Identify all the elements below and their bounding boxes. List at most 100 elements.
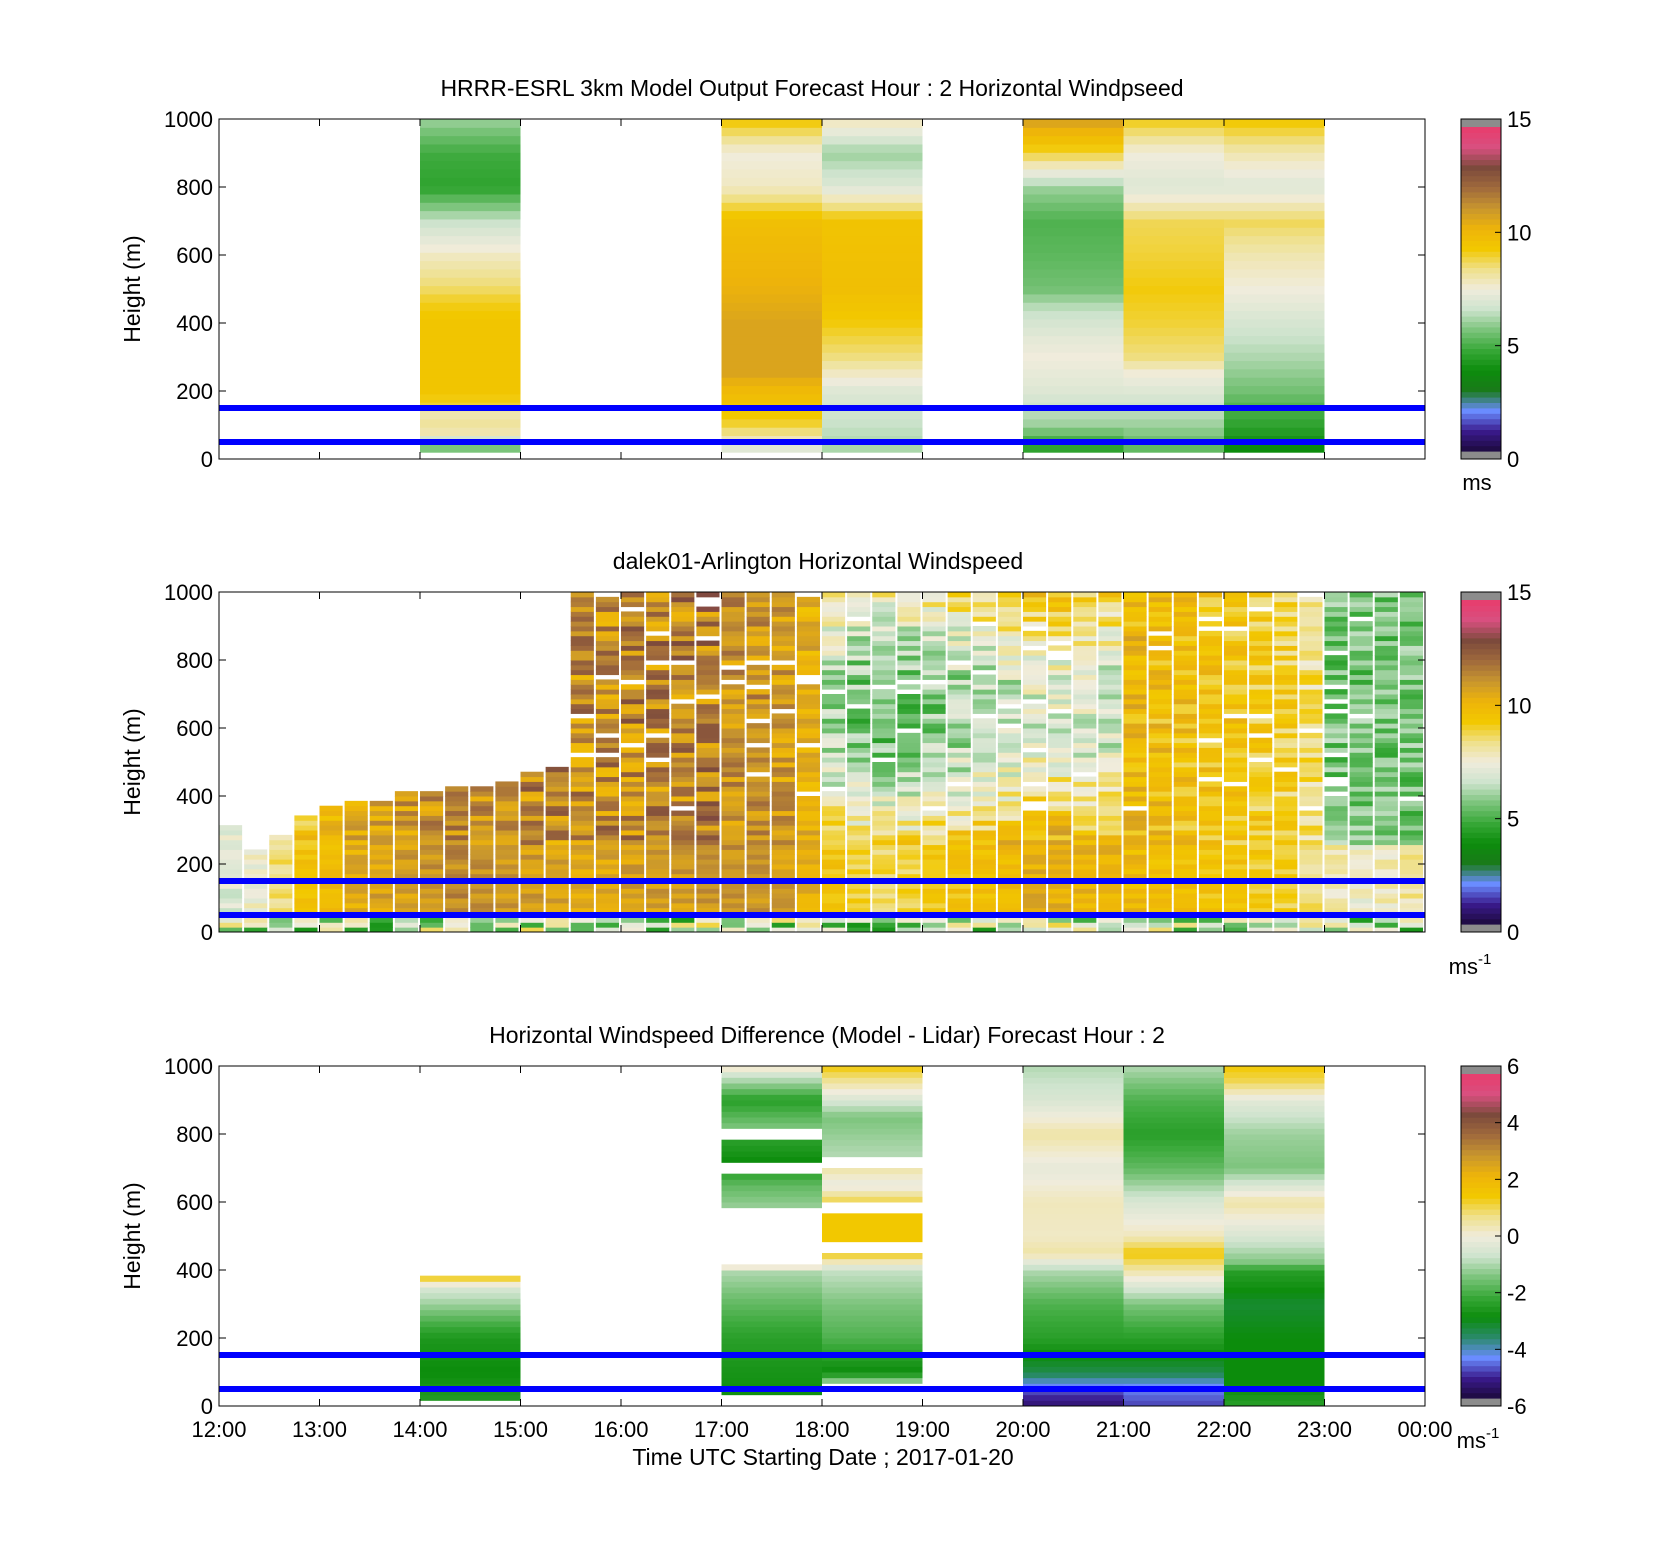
heatmap-cell [1048,868,1072,875]
heatmap-cell [319,873,343,880]
heatmap-cell [1198,854,1222,860]
heatmap-cell [545,844,569,850]
heatmap-cell [922,635,946,642]
panel-lidar-reference-lines [219,878,1425,918]
heatmap-cell [646,830,670,836]
heatmap-cell [420,410,521,420]
heatmap-cell [922,664,946,671]
heatmap-cell [671,893,695,899]
heatmap-cell [1224,1122,1325,1129]
heatmap-cell [1224,1134,1325,1141]
heatmap-cell [997,611,1021,617]
heatmap-cell [947,898,971,904]
heatmap-cell [947,786,971,792]
heatmap-cell [1399,732,1423,739]
heatmap-cell [1399,684,1423,690]
heatmap-cell [420,368,521,378]
heatmap-cell [1073,854,1097,860]
heatmap-cell [1349,669,1373,676]
heatmap-cell [822,268,923,278]
heatmap-cell [1123,1338,1224,1345]
heatmap-cell [1098,888,1122,894]
heatmap-cell [746,883,770,889]
heatmap-cell [1224,698,1248,705]
heatmap-cell [1399,635,1423,642]
heatmap-cell [1299,815,1323,821]
heatmap-cell [1349,611,1373,617]
heatmap-cell [847,815,871,821]
heatmap-cell [1299,776,1323,782]
heatmap-cell [1299,810,1323,816]
heatmap-cell [470,791,494,797]
heatmap-cell [1224,859,1248,865]
colorbar-swatch [1461,918,1501,925]
heatmap-cell [621,844,645,850]
heatmap-cell [1098,849,1122,855]
heatmap-cell [495,864,519,870]
heatmap-cell [872,703,896,710]
heatmap-cell [420,839,444,846]
heatmap-cell [796,611,820,617]
heatmap-cell [1123,427,1224,437]
heatmap-cell [671,898,695,904]
heatmap-cell [872,732,896,739]
heatmap-cell [1048,815,1072,821]
heatmap-cell [1249,703,1273,710]
heatmap-cell [822,1100,923,1107]
heatmap-cell [671,922,695,928]
heatmap-cell [1098,815,1122,821]
heatmap-cell [1299,868,1323,875]
heatmap-cell [872,883,896,889]
heatmap-cell [972,902,996,909]
colorbar-swatch [1461,154,1501,160]
heatmap-cell [972,762,996,768]
heatmap-cell [1123,1190,1224,1197]
heatmap-cell [570,708,594,714]
heatmap-cell [822,1287,923,1294]
heatmap-cell [1123,327,1224,337]
heatmap-cell [1023,766,1047,773]
heatmap-cell [1023,616,1047,622]
colorbar-tick-label: 6 [1507,1054,1519,1079]
heatmap-cell [947,834,971,841]
heatmap-cell [470,902,494,909]
heatmap-cell [1249,611,1273,617]
heatmap-cell [847,606,871,612]
heatmap-cell [1048,766,1072,773]
heatmap-cell [1374,844,1398,850]
heatmap-cell [1123,815,1147,821]
heatmap-cell [1098,616,1122,622]
heatmap-cell [1224,1321,1325,1328]
heatmap-cell [746,791,770,797]
colorbar-swatch [1461,837,1501,844]
heatmap-cell [420,898,444,904]
heatmap-cell [721,1309,822,1316]
heatmap-cell [646,718,670,724]
heatmap-cell [721,1332,822,1339]
colorbar-swatch [1461,1295,1501,1302]
heatmap-cell [1098,698,1122,705]
heatmap-cell [872,674,896,680]
heatmap-cell [822,616,846,622]
heatmap-cell [1249,660,1273,666]
heatmap-cell [1123,418,1224,428]
heatmap-cell [1198,927,1222,933]
heatmap-cell [219,864,243,870]
heatmap-cell [847,728,871,734]
heatmap-cell [570,611,594,617]
heatmap-cell [1374,781,1398,787]
heatmap-cell [1374,718,1398,724]
heatmap-cell [621,655,645,661]
heatmap-cell [595,689,619,695]
heatmap-cell [822,352,923,362]
heatmap-cell [822,1377,923,1384]
heatmap-cell [872,606,896,612]
heatmap-cell [922,786,946,792]
heatmap-cell [721,596,745,603]
heatmap-cell [1324,655,1348,661]
heatmap-cell [771,786,795,792]
heatmap-cell [721,418,822,428]
heatmap-cell [947,616,971,622]
heatmap-cell [420,168,521,178]
heatmap-cell [420,218,521,228]
